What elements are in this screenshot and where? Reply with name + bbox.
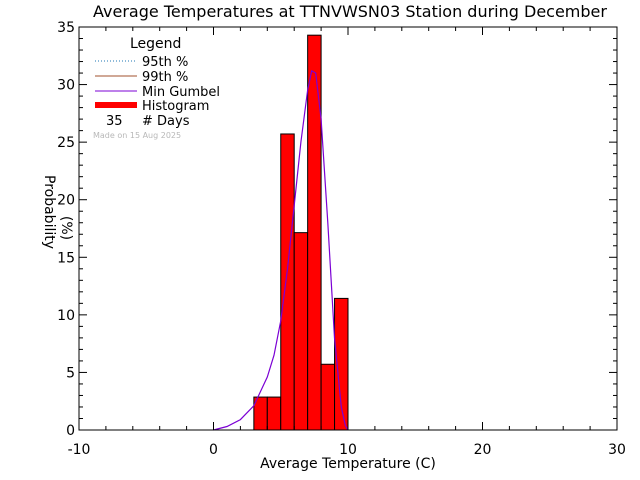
- histogram-bar: [293, 232, 309, 431]
- legend-histogram-label: Histogram: [142, 99, 209, 114]
- x-tick-label: 20: [474, 442, 492, 458]
- y-axis: 0 5 10 15 20 25 30 35: [57, 20, 617, 439]
- gumbel-curve-line: [213, 69, 349, 431]
- chart-title: Average Temperatures at TTNVWSN03 Statio…: [93, 2, 607, 21]
- x-tick-label: 30: [608, 442, 626, 458]
- y-tick-label: 5: [66, 365, 75, 381]
- y-axis-label-line2: (%): [58, 216, 74, 240]
- y-tick-label: 25: [57, 135, 75, 151]
- legend-99th-label: 99th %: [142, 70, 188, 85]
- legend-title: Legend: [130, 36, 181, 52]
- y-tick-label: 35: [57, 20, 75, 36]
- y-axis-label-line1: Probability: [41, 175, 57, 249]
- x-axis-label: Average Temperature (C): [260, 456, 436, 472]
- x-tick-label: -10: [68, 442, 91, 458]
- legend: Legend 95th % 99th % Min Gumbel Histogra…: [95, 36, 220, 129]
- histogram-bar: [280, 133, 295, 431]
- plot-area: [213, 34, 349, 431]
- y-tick-label: 20: [57, 193, 75, 209]
- x-tick-label: 10: [339, 442, 357, 458]
- legend-days-label: # Days: [142, 114, 190, 129]
- histogram-bar: [320, 363, 336, 431]
- y-tick-label: 15: [57, 250, 75, 266]
- histogram-bar: [307, 34, 322, 431]
- legend-gumbel-label: Min Gumbel: [142, 85, 220, 100]
- histogram-bar: [266, 396, 282, 431]
- y-tick-label: 10: [57, 308, 75, 324]
- y-tick-label: 30: [57, 78, 75, 94]
- x-axis: -10 0 10 20 30: [68, 27, 626, 458]
- watermark: Made on 15 Aug 2025: [93, 131, 181, 140]
- legend-days-count: 35: [106, 114, 123, 129]
- y-tick-label: 0: [66, 423, 75, 439]
- legend-95th-label: 95th %: [142, 55, 188, 70]
- x-tick-label: 0: [209, 442, 218, 458]
